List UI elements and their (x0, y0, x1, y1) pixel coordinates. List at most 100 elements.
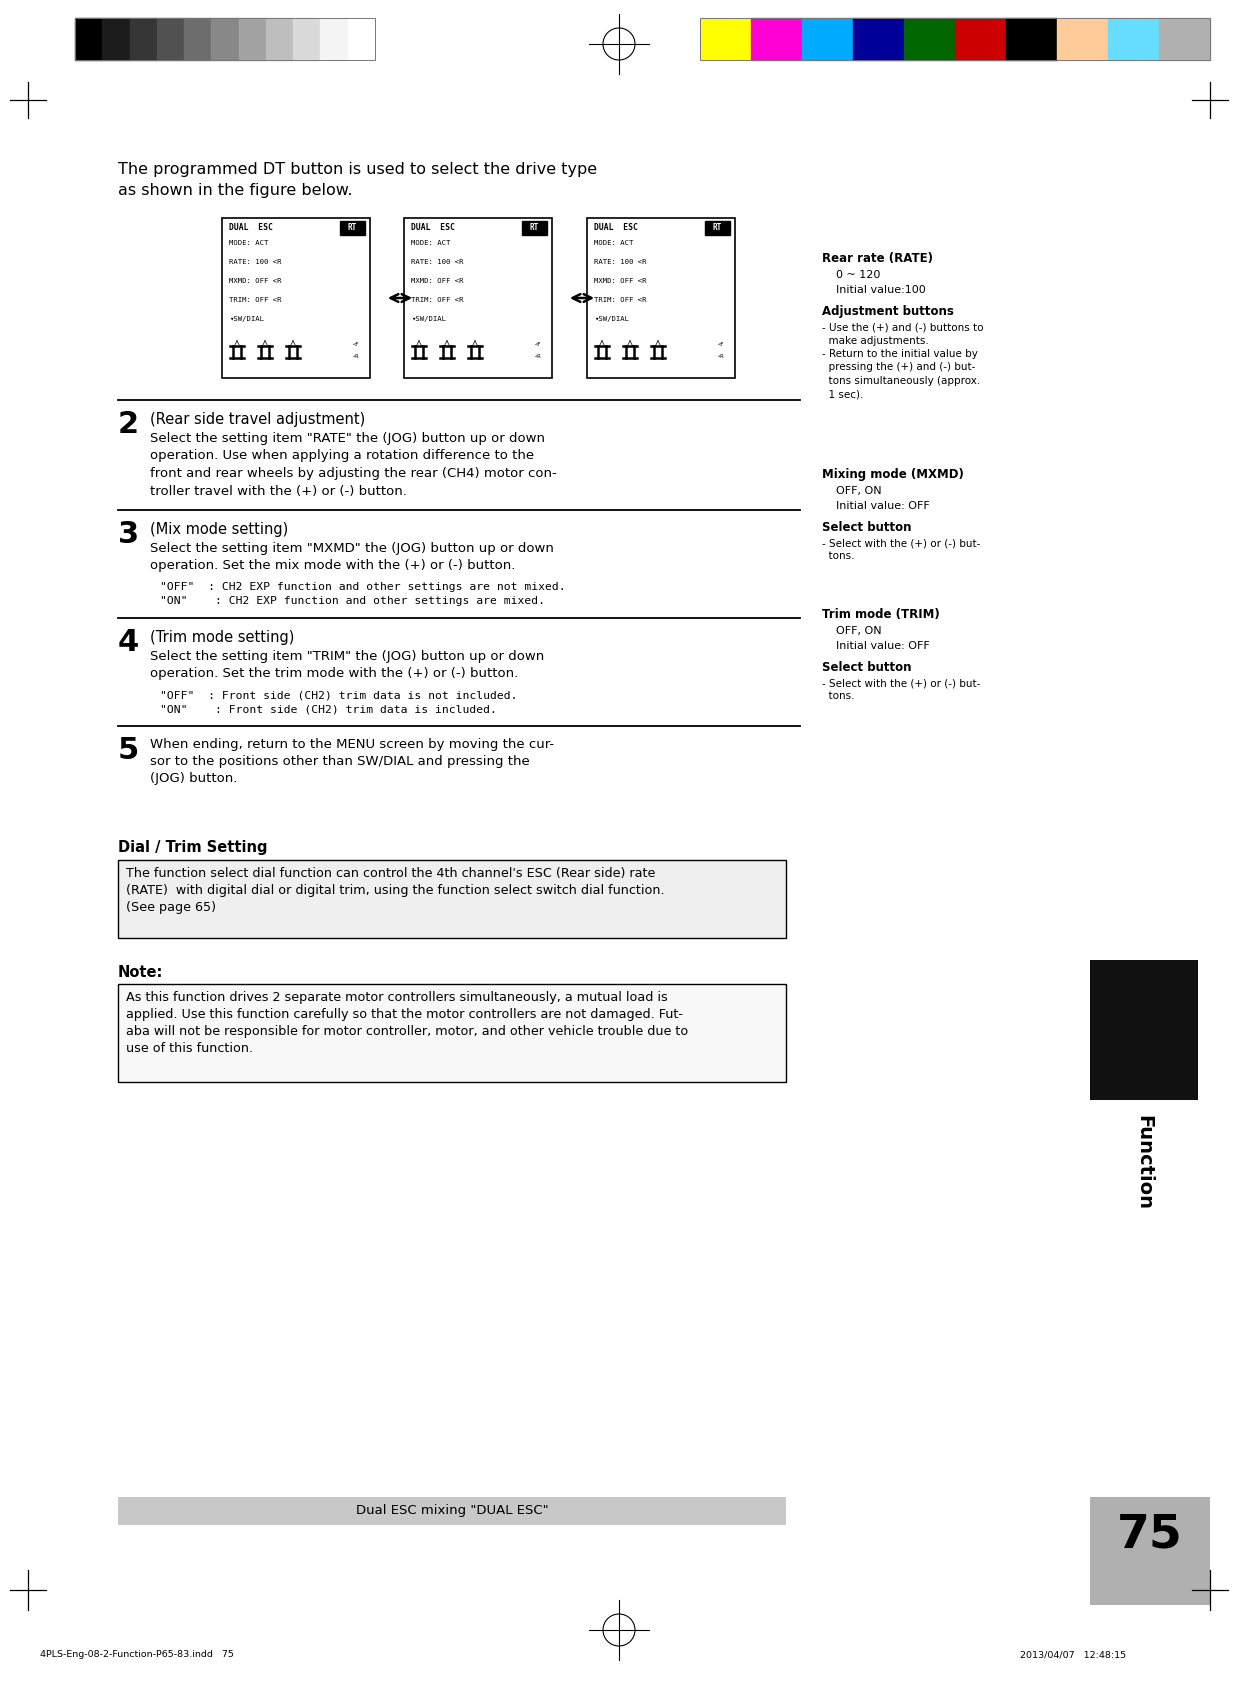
Text: (See page 65): (See page 65) (126, 901, 215, 913)
Text: <R: <R (353, 354, 359, 359)
Text: - Select with the (+) or (-) but-: - Select with the (+) or (-) but- (822, 677, 980, 687)
Bar (340, 221, 365, 234)
Text: Rear rate (RATE): Rear rate (RATE) (822, 253, 933, 265)
Bar (704, 221, 730, 234)
Bar (1089, 960, 1198, 1100)
Bar (76, 19, 103, 61)
Text: Select button: Select button (822, 661, 911, 674)
Text: Select the setting item "RATE" the (JOG) button up or down: Select the setting item "RATE" the (JOG)… (150, 431, 545, 445)
Text: as shown in the figure below.: as shown in the figure below. (118, 184, 353, 199)
Text: pressing the (+) and (-) but-: pressing the (+) and (-) but- (822, 362, 976, 372)
Text: The function select dial function can control the 4th channel's ESC (Rear side) : The function select dial function can co… (126, 868, 655, 880)
Bar (118, 1496, 786, 1525)
Text: troller travel with the (+) or (-) button.: troller travel with the (+) or (-) butto… (150, 485, 407, 497)
Text: MODE: ACT: MODE: ACT (229, 239, 269, 246)
Text: operation. Set the mix mode with the (+) or (-) button.: operation. Set the mix mode with the (+)… (150, 559, 515, 571)
Bar (587, 217, 735, 377)
Text: 0 ~ 120: 0 ~ 120 (836, 270, 880, 280)
Bar (699, 19, 1210, 61)
Text: "OFF"  : Front side (CH2) trim data is not included.: "OFF" : Front side (CH2) trim data is no… (160, 689, 517, 699)
Text: MODE: ACT: MODE: ACT (411, 239, 451, 246)
Text: 4: 4 (118, 629, 139, 657)
Text: "OFF"  : CH2 EXP function and other settings are not mixed.: "OFF" : CH2 EXP function and other setti… (160, 581, 566, 591)
Bar (222, 217, 370, 377)
Text: 75: 75 (1117, 1511, 1182, 1557)
Text: ▾SW/DIAL: ▾SW/DIAL (229, 317, 264, 322)
Text: TRIM: OFF <R: TRIM: OFF <R (229, 297, 281, 303)
Text: "ON"    : Front side (CH2) trim data is included.: "ON" : Front side (CH2) trim data is inc… (160, 704, 496, 714)
Text: <F: <F (718, 342, 724, 347)
Bar (184, 19, 212, 61)
Text: MXMD: OFF <R: MXMD: OFF <R (229, 278, 281, 285)
Text: ▾SW/DIAL: ▾SW/DIAL (411, 317, 446, 322)
Text: 3: 3 (118, 521, 139, 549)
Bar (1057, 19, 1108, 61)
Text: make adjustments.: make adjustments. (822, 335, 928, 345)
Bar (266, 19, 293, 61)
Text: ▾SW/DIAL: ▾SW/DIAL (594, 317, 629, 322)
Text: (JOG) button.: (JOG) button. (150, 772, 238, 785)
Text: 5: 5 (118, 736, 139, 765)
Text: aba will not be responsible for motor controller, motor, and other vehicle troub: aba will not be responsible for motor co… (126, 1024, 688, 1038)
Bar (751, 19, 802, 61)
Text: front and rear wheels by adjusting the rear (CH4) motor con-: front and rear wheels by adjusting the r… (150, 467, 557, 480)
Text: RATE: 100 <R: RATE: 100 <R (594, 259, 646, 265)
Text: - Select with the (+) or (-) but-: - Select with the (+) or (-) but- (822, 538, 980, 548)
Text: Function: Function (1134, 1115, 1154, 1210)
Text: 1 sec).: 1 sec). (822, 389, 863, 399)
Text: Select the setting item "TRIM" the (JOG) button up or down: Select the setting item "TRIM" the (JOG)… (150, 650, 545, 662)
Bar (1006, 19, 1057, 61)
Text: RT: RT (712, 222, 722, 233)
Text: (Trim mode setting): (Trim mode setting) (150, 630, 295, 645)
Text: Mixing mode (MXMD): Mixing mode (MXMD) (822, 468, 964, 480)
Bar (699, 19, 751, 61)
Text: RATE: 100 <R: RATE: 100 <R (411, 259, 463, 265)
Bar (118, 859, 786, 939)
Text: MODE: ACT: MODE: ACT (594, 239, 634, 246)
Bar (802, 19, 853, 61)
Bar (348, 19, 375, 61)
Bar (954, 19, 1006, 61)
Bar (76, 19, 375, 61)
Text: - Use the (+) and (-) buttons to: - Use the (+) and (-) buttons to (822, 322, 983, 332)
Text: RT: RT (530, 222, 539, 233)
Text: Select button: Select button (822, 521, 911, 534)
Bar (1159, 19, 1210, 61)
Text: The programmed DT button is used to select the drive type: The programmed DT button is used to sele… (118, 162, 597, 177)
Text: TRIM: OFF <R: TRIM: OFF <R (594, 297, 646, 303)
Text: 2013/04/07   12:48:15: 2013/04/07 12:48:15 (1020, 1650, 1127, 1660)
Bar (904, 19, 954, 61)
Text: operation. Set the trim mode with the (+) or (-) button.: operation. Set the trim mode with the (+… (150, 667, 519, 681)
Text: As this function drives 2 separate motor controllers simultaneously, a mutual lo: As this function drives 2 separate motor… (126, 991, 667, 1004)
Text: <F: <F (353, 342, 359, 347)
Text: OFF, ON: OFF, ON (836, 627, 881, 635)
Bar (1089, 1496, 1210, 1606)
Text: <F: <F (535, 342, 541, 347)
Text: - Return to the initial value by: - Return to the initial value by (822, 349, 978, 359)
Text: tons.: tons. (822, 551, 854, 561)
Bar (118, 984, 786, 1082)
Text: When ending, return to the MENU screen by moving the cur-: When ending, return to the MENU screen b… (150, 738, 555, 752)
Text: RT: RT (348, 222, 357, 233)
Bar (853, 19, 904, 61)
Text: DUAL  ESC: DUAL ESC (594, 222, 638, 233)
Bar (103, 19, 130, 61)
Text: Initial value:100: Initial value:100 (836, 285, 926, 295)
Text: Initial value: OFF: Initial value: OFF (836, 500, 930, 511)
Text: DUAL  ESC: DUAL ESC (229, 222, 272, 233)
Text: Trim mode (TRIM): Trim mode (TRIM) (822, 608, 940, 622)
Text: sor to the positions other than SW/DIAL and pressing the: sor to the positions other than SW/DIAL … (150, 755, 530, 768)
Text: (RATE)  with digital dial or digital trim, using the function select switch dial: (RATE) with digital dial or digital trim… (126, 885, 665, 896)
Text: OFF, ON: OFF, ON (836, 485, 881, 495)
Bar (321, 19, 348, 61)
Text: DUAL  ESC: DUAL ESC (411, 222, 454, 233)
Text: (Mix mode setting): (Mix mode setting) (150, 522, 288, 538)
Text: tons simultaneously (approx.: tons simultaneously (approx. (822, 376, 980, 386)
Text: TRIM: OFF <R: TRIM: OFF <R (411, 297, 463, 303)
Text: Dial / Trim Setting: Dial / Trim Setting (118, 841, 267, 854)
Text: Note:: Note: (118, 966, 163, 981)
Text: (Rear side travel adjustment): (Rear side travel adjustment) (150, 413, 365, 426)
Text: Dual ESC mixing "DUAL ESC": Dual ESC mixing "DUAL ESC" (355, 1505, 548, 1516)
Text: Select the setting item "MXMD" the (JOG) button up or down: Select the setting item "MXMD" the (JOG)… (150, 543, 553, 554)
Text: tons.: tons. (822, 691, 854, 701)
